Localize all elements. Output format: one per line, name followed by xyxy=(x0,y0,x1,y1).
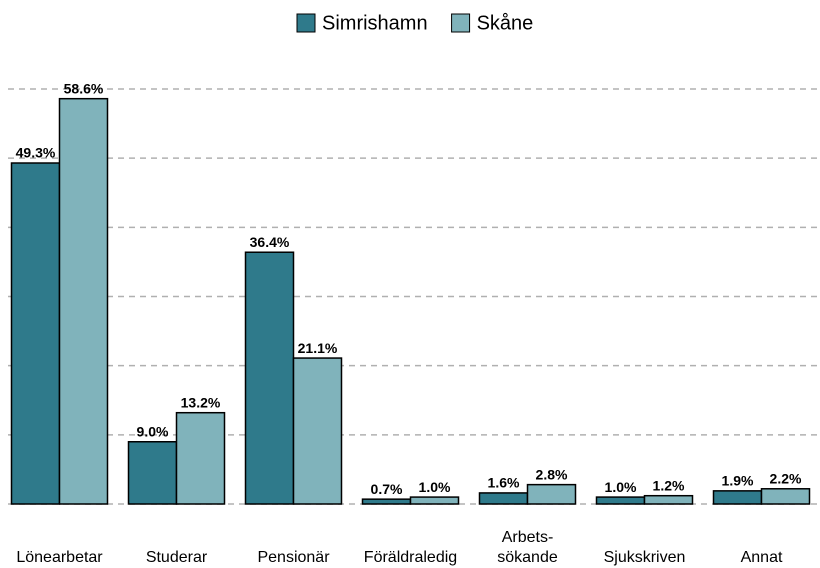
data-label: 21.1% xyxy=(298,340,338,356)
bar xyxy=(526,483,577,505)
bar xyxy=(244,251,295,505)
bar xyxy=(58,97,109,505)
bar xyxy=(712,490,763,505)
legend-label: Skåne xyxy=(477,12,534,34)
data-label: 49.3% xyxy=(16,145,56,161)
legend-label: Simrishamn xyxy=(322,12,428,34)
bar xyxy=(292,357,343,505)
legend-swatch xyxy=(296,13,316,33)
data-label: 36.4% xyxy=(250,234,290,250)
data-label: 9.0% xyxy=(137,423,169,439)
x-tick-label: Föräldraledig xyxy=(363,549,458,566)
legend-swatch xyxy=(451,13,471,33)
data-label: 2.2% xyxy=(770,470,802,486)
data-label: 1.2% xyxy=(653,477,685,493)
x-tick-label: Pensionär xyxy=(257,549,330,566)
data-label: 1.6% xyxy=(488,475,520,491)
bar xyxy=(127,441,178,505)
data-label: 0.7% xyxy=(371,481,403,497)
bar xyxy=(409,496,460,505)
data-label: 2.8% xyxy=(536,466,568,482)
x-tick-label: Studerar xyxy=(145,549,208,566)
bar xyxy=(10,162,61,505)
bar xyxy=(643,494,694,505)
data-label: 58.6% xyxy=(64,80,104,96)
x-tick-label: Annat xyxy=(740,549,783,566)
data-label: 1.9% xyxy=(722,473,754,489)
data-label: 1.0% xyxy=(605,479,637,495)
bar xyxy=(175,411,226,505)
x-tick-label: Sjukskriven xyxy=(603,549,686,566)
bar xyxy=(478,492,529,505)
bar xyxy=(595,496,646,505)
x-tick-label: Lönearbetar xyxy=(16,549,103,566)
x-tick-label: Arbets- sökande xyxy=(497,529,558,566)
data-label: 1.0% xyxy=(419,479,451,495)
data-label: 13.2% xyxy=(181,394,221,410)
bar xyxy=(760,488,811,505)
bar xyxy=(361,498,412,505)
